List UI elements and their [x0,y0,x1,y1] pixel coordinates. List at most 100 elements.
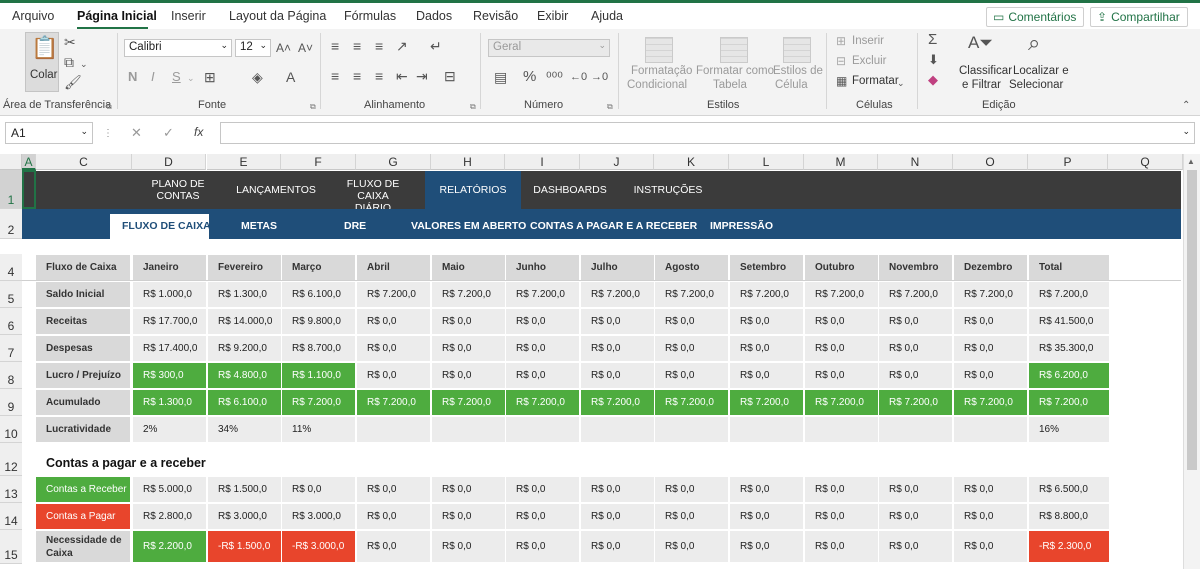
autosum-icon[interactable]: Σ [928,31,938,48]
table-cell[interactable]: R$ 17.700,0 [133,309,206,334]
table-cell[interactable]: R$ 0,0 [506,309,579,334]
tab-layout-da-pagina[interactable]: Layout da Página [229,9,327,23]
table-cell[interactable]: R$ 7.200,0 [805,282,878,307]
table-cell[interactable]: R$ 6.500,0 [1029,477,1109,502]
table-cell[interactable]: R$ 0,0 [357,363,430,388]
table-cell[interactable]: R$ 0,0 [432,531,505,562]
table-cell[interactable]: R$ 0,0 [581,363,654,388]
column-header[interactable]: G [356,154,431,170]
nav-plano-de-contas[interactable]: PLANO DE CONTAS [151,178,205,202]
table-cell[interactable] [432,417,505,442]
share-button[interactable]: ⇪ Compartilhar [1090,7,1188,27]
table-cell[interactable]: R$ 0,0 [357,336,430,361]
font-color-icon[interactable]: A [286,69,296,85]
table-cell[interactable]: R$ 0,0 [954,336,1027,361]
column-header[interactable]: E [207,154,281,170]
select-all-corner[interactable] [0,154,22,170]
table-cell[interactable]: R$ 1.100,0 [282,363,355,388]
table-cell[interactable]: R$ 0,0 [730,531,803,562]
row-label[interactable]: Despesas [36,336,130,361]
confirm-icon[interactable]: ✓ [163,125,174,140]
tab-dados[interactable]: Dados [416,9,453,23]
nav-lancamentos[interactable]: LANÇAMENTOS [236,184,316,196]
table-cell[interactable]: R$ 0,0 [506,336,579,361]
row-header[interactable]: 8 [0,362,22,389]
table-cell[interactable]: R$ 0,0 [357,531,430,562]
row-header[interactable]: 14 [0,503,22,530]
scroll-up-icon[interactable]: ▲ [1187,157,1195,166]
wrap-text-icon[interactable]: ↵ [430,38,442,54]
collapse-ribbon-icon[interactable]: ⌃ [1182,100,1191,111]
chevron-down-icon[interactable]: ⌄ [80,59,88,69]
table-cell[interactable]: R$ 0,0 [954,477,1027,502]
selected-cell-a1[interactable] [22,170,36,209]
column-header[interactable]: K [654,154,729,170]
table-cell[interactable]: R$ 7.200,0 [730,390,803,415]
table-cell[interactable]: R$ 0,0 [805,309,878,334]
copy-icon[interactable]: ⧉ [64,54,74,70]
tab-arquivo[interactable]: Arquivo [12,9,55,23]
table-cell[interactable]: R$ 0,0 [730,309,803,334]
table-cell[interactable]: R$ 0,0 [432,504,505,529]
table-cell[interactable]: R$ 0,0 [879,363,952,388]
column-header[interactable]: O [953,154,1028,170]
table-cell[interactable]: R$ 7.200,0 [954,282,1027,307]
table-cell[interactable]: R$ 0,0 [655,531,728,562]
number-launcher-icon[interactable]: ⧉ [607,102,613,111]
table-cell[interactable] [357,417,430,442]
clear-icon[interactable]: ◆ [928,72,938,87]
sort-filter-button[interactable]: Classificar [959,65,1013,77]
nav-dashboards[interactable]: DASHBOARDS [533,184,607,196]
table-cell[interactable] [506,417,579,442]
number-format-select[interactable]: Geral ⌄ [488,39,610,57]
table-cell[interactable]: R$ 7.200,0 [805,390,878,415]
table-cell[interactable]: R$ 1.300,0 [133,390,206,415]
row-header[interactable]: 5 [0,281,22,308]
table-cell[interactable]: R$ 7.200,0 [954,390,1027,415]
table-cell[interactable]: R$ 0,0 [357,504,430,529]
table-cell[interactable]: R$ 0,0 [730,504,803,529]
row-label[interactable]: Contas a Receber [36,477,130,502]
table-cell[interactable]: R$ 7.200,0 [506,390,579,415]
table-cell[interactable] [954,417,1027,442]
table-cell[interactable]: R$ 300,0 [133,363,206,388]
table-cell[interactable]: R$ 7.200,0 [655,390,728,415]
table-cell[interactable]: R$ 0,0 [879,336,952,361]
table-cell[interactable]: R$ 0,0 [730,477,803,502]
row-header[interactable]: 1 [0,170,22,209]
table-cell[interactable]: R$ 0,0 [432,363,505,388]
align-top-icon[interactable]: ≡ [331,38,340,54]
table-header-cell[interactable]: Fluxo de Caixa [36,255,130,280]
table-header-cell[interactable]: Maio [432,255,505,280]
table-cell[interactable]: R$ 0,0 [954,309,1027,334]
row-label[interactable]: Lucratividade [36,417,130,442]
table-cell[interactable]: R$ 7.200,0 [1029,282,1109,307]
column-header[interactable]: A [22,154,36,170]
table-cell[interactable]: R$ 7.200,0 [506,282,579,307]
row-header[interactable]: 13 [0,476,22,503]
cut-icon[interactable]: ✂ [64,34,76,50]
chevron-down-icon[interactable]: ⌄ [187,73,195,83]
tab-exibir[interactable]: Exibir [537,9,569,23]
table-cell[interactable]: R$ 4.800,0 [208,363,281,388]
row-label[interactable]: Acumulado [36,390,130,415]
table-cell[interactable]: R$ 0,0 [506,531,579,562]
table-cell[interactable]: R$ 9.800,0 [282,309,355,334]
find-select-button[interactable]: Localizar e [1013,65,1069,77]
tab-pagina-inicial[interactable]: Página Inicial [77,9,157,23]
percent-button[interactable]: % [523,68,537,85]
increase-indent-icon[interactable]: ⇥ [416,68,428,84]
table-cell[interactable]: 34% [208,417,281,442]
name-box[interactable]: A1 ⌄ [5,122,93,144]
table-cell[interactable]: R$ 1.000,0 [133,282,206,307]
row-label[interactable]: Necessidade de Caixa [36,531,130,562]
increase-font-icon[interactable]: A˄ [276,41,292,55]
tab-formulas[interactable]: Fórmulas [344,9,397,23]
table-cell[interactable]: R$ 0,0 [581,477,654,502]
fill-color-icon[interactable]: ◈ [252,69,263,85]
font-launcher-icon[interactable]: ⧉ [310,102,316,111]
table-cell[interactable]: R$ 0,0 [506,504,579,529]
table-cell[interactable]: R$ 0,0 [655,336,728,361]
table-cell[interactable]: R$ 0,0 [282,477,355,502]
table-cell[interactable]: R$ 1.300,0 [208,282,281,307]
